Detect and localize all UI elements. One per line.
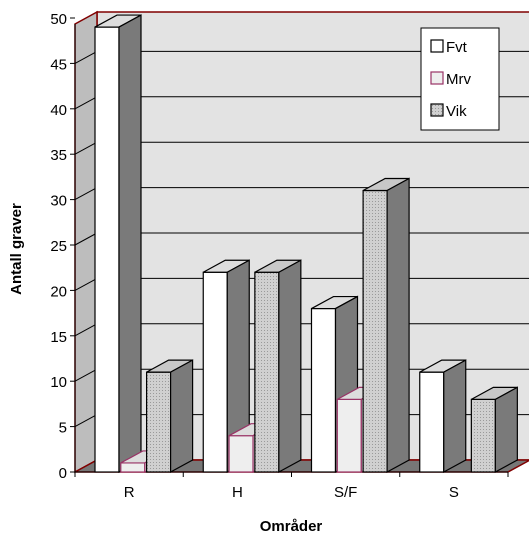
bar-front: [336, 398, 362, 473]
gridline-side: [74, 277, 98, 291]
bar-front: [419, 371, 445, 473]
y-axis-title: Antall graver: [8, 203, 25, 295]
x-tick-label: H: [232, 484, 243, 501]
gridline-side: [74, 96, 98, 110]
gridline-side: [74, 141, 98, 155]
legend: Fvt Mrv Vik: [420, 27, 500, 131]
legend-label-fvt: Fvt: [446, 39, 468, 56]
bar-side: [118, 14, 142, 474]
bar-front: [310, 307, 337, 473]
legend-label-vik: Vik: [446, 103, 467, 120]
y-tick-label: 10: [50, 374, 67, 391]
bar-fvt: [419, 359, 467, 474]
bar-vik: [254, 259, 302, 474]
y-tick-label: 35: [50, 147, 67, 164]
gridline-side: [74, 414, 98, 428]
y-tick-label: 20: [50, 283, 67, 300]
plot-side-wall: [74, 10, 98, 474]
gridline-side: [74, 50, 98, 64]
bar-front: [94, 26, 120, 473]
bar-front: [202, 271, 228, 473]
bar-fvt: [202, 259, 250, 474]
bar-side: [494, 386, 518, 474]
gridline-side: [74, 187, 98, 201]
y-tick-label: 45: [50, 56, 67, 73]
bar-side: [386, 177, 410, 474]
bar-side: [278, 259, 302, 474]
x-tick-label: S/F: [334, 484, 357, 501]
bar-front: [120, 462, 146, 473]
legend-label-mrv: Mrv: [446, 71, 471, 88]
x-tick-label: R: [124, 484, 135, 501]
y-tick-label: 25: [50, 238, 67, 255]
bar-vik: [146, 359, 194, 474]
bar-side: [443, 359, 467, 474]
bar-front: [146, 371, 172, 473]
y-tick-label: 50: [50, 11, 67, 28]
gridline-side: [74, 232, 98, 246]
y-tick-label: 40: [50, 102, 67, 119]
x-tick-label: S: [449, 484, 459, 501]
y-tick-label: 5: [59, 420, 67, 437]
y-tick-label: 15: [50, 329, 67, 346]
bar-fvt: [94, 14, 142, 474]
bar-front: [470, 398, 496, 473]
bar-front: [254, 271, 280, 473]
legend-swatch-vik: [430, 103, 444, 117]
legend-swatch-mrv: [430, 71, 444, 85]
gridline-side: [74, 368, 98, 382]
legend-swatch-fvt: [430, 39, 444, 53]
bar-front: [362, 189, 388, 473]
bar-front: [228, 435, 254, 473]
bar-vik: [470, 386, 518, 474]
gridline-side: [74, 323, 98, 337]
y-tick-label: 0: [59, 465, 67, 482]
x-axis-title: Områder: [260, 518, 323, 535]
y-tick-label: 30: [50, 193, 67, 210]
bar-side: [170, 359, 194, 474]
bar-vik: [362, 177, 410, 474]
